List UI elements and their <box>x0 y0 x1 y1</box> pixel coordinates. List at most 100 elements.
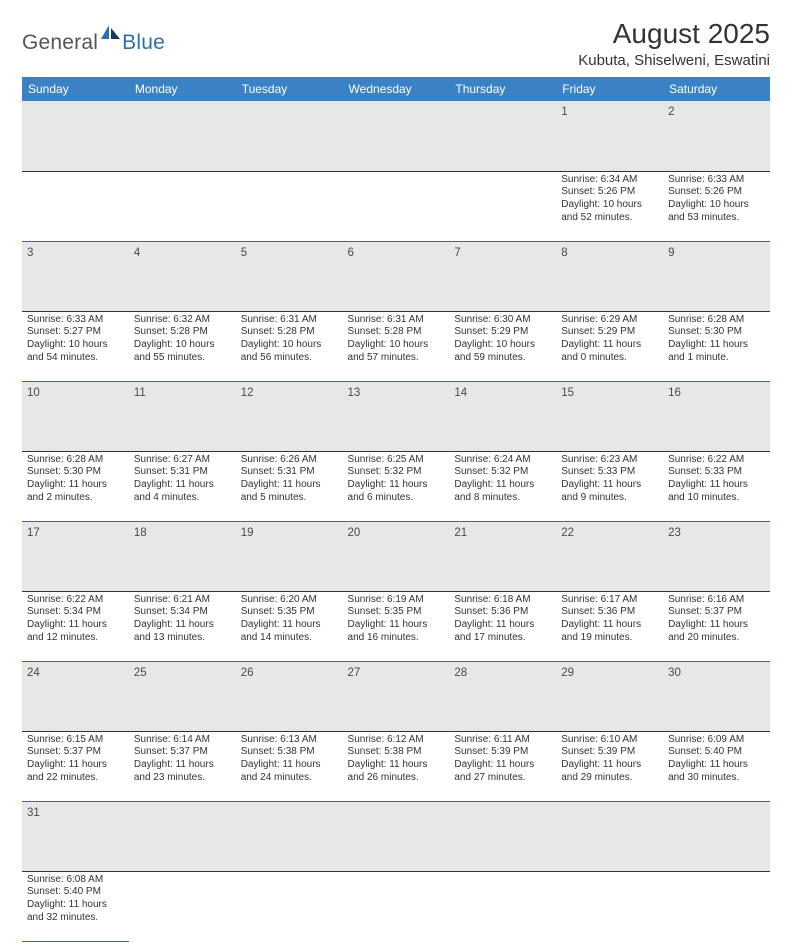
day-number: 8 <box>561 244 658 262</box>
day-number: 1 <box>561 103 658 121</box>
sunrise-text: Sunrise: 6:15 AM <box>27 734 124 747</box>
daynum-cell <box>129 101 236 171</box>
daylight-text: and 5 minutes. <box>241 492 338 505</box>
daynum-cell: 5 <box>236 241 343 311</box>
daylight-text: and 56 minutes. <box>241 352 338 365</box>
day-number: 27 <box>348 664 445 682</box>
daylight-text: Daylight: 11 hours <box>27 759 124 772</box>
daynum-row: 24252627282930 <box>22 661 770 731</box>
daylight-text: and 59 minutes. <box>454 352 551 365</box>
calendar-body: 12Sunrise: 6:34 AMSunset: 5:26 PMDayligh… <box>22 101 770 941</box>
day-cell: Sunrise: 6:08 AMSunset: 5:40 PMDaylight:… <box>22 871 129 941</box>
daylight-text: Daylight: 10 hours <box>454 339 551 352</box>
daynum-row: 10111213141516 <box>22 381 770 451</box>
sunrise-text: Sunrise: 6:12 AM <box>348 734 445 747</box>
day-cell: Sunrise: 6:32 AMSunset: 5:28 PMDaylight:… <box>129 311 236 381</box>
empty-cell <box>343 871 450 941</box>
sunset-text: Sunset: 5:36 PM <box>561 606 658 619</box>
sunrise-text: Sunrise: 6:18 AM <box>454 594 551 607</box>
day-cell: Sunrise: 6:10 AMSunset: 5:39 PMDaylight:… <box>556 731 663 801</box>
calendar-week: Sunrise: 6:33 AMSunset: 5:27 PMDaylight:… <box>22 311 770 381</box>
logo-text-general: General <box>22 31 98 55</box>
day-number: 6 <box>348 244 445 262</box>
calendar-week: Sunrise: 6:28 AMSunset: 5:30 PMDaylight:… <box>22 451 770 521</box>
day-cell: Sunrise: 6:09 AMSunset: 5:40 PMDaylight:… <box>663 731 770 801</box>
sunset-text: Sunset: 5:40 PM <box>27 886 124 899</box>
daylight-text: Daylight: 11 hours <box>134 759 231 772</box>
daynum-cell: 10 <box>22 381 129 451</box>
month-title: August 2025 <box>578 18 770 50</box>
day-cell: Sunrise: 6:15 AMSunset: 5:37 PMDaylight:… <box>22 731 129 801</box>
daylight-text: Daylight: 10 hours <box>348 339 445 352</box>
sunrise-text: Sunrise: 6:09 AM <box>668 734 765 747</box>
day-number: 18 <box>134 524 231 542</box>
empty-cell <box>236 871 343 941</box>
daynum-cell <box>22 101 129 171</box>
daylight-text: and 4 minutes. <box>134 492 231 505</box>
daylight-text: and 12 minutes. <box>27 632 124 645</box>
daylight-text: and 29 minutes. <box>561 772 658 785</box>
daylight-text: Daylight: 11 hours <box>134 479 231 492</box>
sunrise-text: Sunrise: 6:19 AM <box>348 594 445 607</box>
day-cell: Sunrise: 6:20 AMSunset: 5:35 PMDaylight:… <box>236 591 343 661</box>
daylight-text: Daylight: 11 hours <box>454 479 551 492</box>
daynum-cell: 26 <box>236 661 343 731</box>
daylight-text: Daylight: 10 hours <box>27 339 124 352</box>
daynum-cell: 29 <box>556 661 663 731</box>
daylight-text: and 32 minutes. <box>27 912 124 925</box>
day-number: 20 <box>348 524 445 542</box>
logo-text-blue: Blue <box>122 31 165 55</box>
sunset-text: Sunset: 5:34 PM <box>27 606 124 619</box>
day-cell: Sunrise: 6:11 AMSunset: 5:39 PMDaylight:… <box>449 731 556 801</box>
day-number: 22 <box>561 524 658 542</box>
sunrise-text: Sunrise: 6:16 AM <box>668 594 765 607</box>
location: Kubuta, Shiselweni, Eswatini <box>578 52 770 69</box>
daylight-text: Daylight: 11 hours <box>561 619 658 632</box>
day-cell: Sunrise: 6:27 AMSunset: 5:31 PMDaylight:… <box>129 451 236 521</box>
day-cell: Sunrise: 6:17 AMSunset: 5:36 PMDaylight:… <box>556 591 663 661</box>
daylight-text: and 52 minutes. <box>561 212 658 225</box>
daynum-cell: 23 <box>663 521 770 591</box>
day-cell: Sunrise: 6:28 AMSunset: 5:30 PMDaylight:… <box>663 311 770 381</box>
empty-cell <box>129 171 236 241</box>
daynum-cell: 16 <box>663 381 770 451</box>
sunrise-text: Sunrise: 6:34 AM <box>561 174 658 187</box>
sunset-text: Sunset: 5:33 PM <box>668 466 765 479</box>
daylight-text: Daylight: 11 hours <box>668 619 765 632</box>
daylight-text: Daylight: 10 hours <box>561 199 658 212</box>
day-cell: Sunrise: 6:16 AMSunset: 5:37 PMDaylight:… <box>663 591 770 661</box>
daynum-cell: 12 <box>236 381 343 451</box>
sunset-text: Sunset: 5:30 PM <box>27 466 124 479</box>
logo-sails-icon <box>100 24 122 45</box>
sunset-text: Sunset: 5:26 PM <box>561 186 658 199</box>
daylight-text: Daylight: 11 hours <box>668 339 765 352</box>
day-number: 12 <box>241 384 338 402</box>
weekday-wednesday: Wednesday <box>343 77 450 101</box>
day-cell: Sunrise: 6:21 AMSunset: 5:34 PMDaylight:… <box>129 591 236 661</box>
sunrise-text: Sunrise: 6:32 AM <box>134 314 231 327</box>
sunrise-text: Sunrise: 6:24 AM <box>454 454 551 467</box>
sunset-text: Sunset: 5:31 PM <box>134 466 231 479</box>
day-cell: Sunrise: 6:33 AMSunset: 5:27 PMDaylight:… <box>22 311 129 381</box>
daynum-cell: 24 <box>22 661 129 731</box>
daylight-text: and 22 minutes. <box>27 772 124 785</box>
day-number: 13 <box>348 384 445 402</box>
sunset-text: Sunset: 5:29 PM <box>561 326 658 339</box>
daynum-cell <box>556 801 663 871</box>
daylight-text: and 1 minute. <box>668 352 765 365</box>
empty-cell <box>663 871 770 941</box>
sunrise-text: Sunrise: 6:11 AM <box>454 734 551 747</box>
header: General Blue August 2025 Kubuta, Shiselw… <box>22 18 770 69</box>
sunrise-text: Sunrise: 6:23 AM <box>561 454 658 467</box>
empty-cell <box>556 871 663 941</box>
daynum-cell: 9 <box>663 241 770 311</box>
sunrise-text: Sunrise: 6:14 AM <box>134 734 231 747</box>
daynum-cell <box>663 801 770 871</box>
day-number: 5 <box>241 244 338 262</box>
day-number: 7 <box>454 244 551 262</box>
daylight-text: and 17 minutes. <box>454 632 551 645</box>
weekday-tuesday: Tuesday <box>236 77 343 101</box>
daylight-text: and 55 minutes. <box>134 352 231 365</box>
logo: General Blue <box>22 24 165 55</box>
daynum-cell: 18 <box>129 521 236 591</box>
